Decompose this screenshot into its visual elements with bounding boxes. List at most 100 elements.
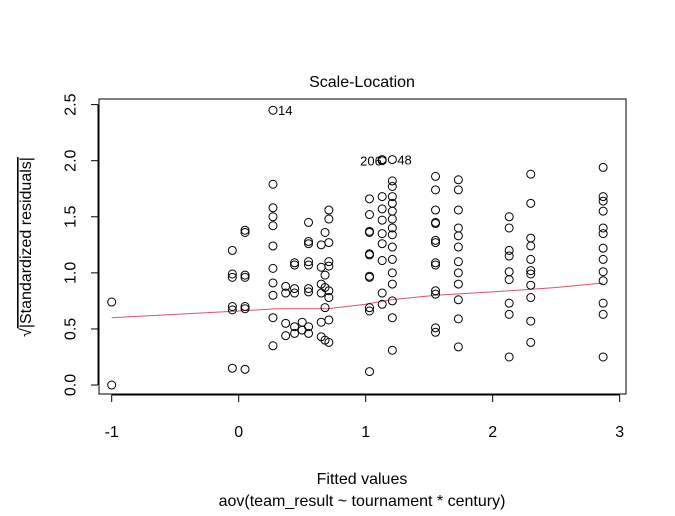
outlier-label: 206 [360, 154, 382, 169]
data-point [598, 196, 608, 206]
data-point [107, 380, 117, 390]
data-point [240, 272, 250, 282]
data-point [227, 272, 237, 282]
data-point [504, 275, 514, 285]
data-point [526, 269, 536, 279]
data-point [320, 270, 330, 280]
data-point [364, 250, 374, 260]
data-point [453, 185, 463, 195]
data-point [377, 204, 387, 214]
data-point [453, 279, 463, 289]
outlier-label: 48 [397, 153, 411, 168]
x-tick-label: -1 [105, 424, 119, 441]
data-point [526, 254, 536, 264]
y-tick-label: 0.0 [63, 374, 80, 396]
sqrt-radical: √ [18, 328, 35, 337]
y-axis-label-text: |Standardized residuals| [18, 157, 35, 328]
data-point [324, 261, 334, 271]
data-point [324, 293, 334, 303]
data-point [240, 304, 250, 314]
plot-frame [98, 98, 627, 395]
data-point [453, 342, 463, 352]
data-point [324, 238, 334, 248]
data-point [324, 257, 334, 267]
data-point [387, 192, 397, 202]
data-point [304, 322, 314, 332]
chart-title: Scale-Location [309, 74, 415, 91]
data-point [431, 185, 441, 195]
data-point [377, 299, 387, 309]
data-point [598, 229, 608, 239]
data-point [268, 105, 278, 115]
data-point [453, 257, 463, 267]
data-point [387, 214, 397, 224]
data-point [387, 223, 397, 233]
y-tick-label: 1.5 [63, 206, 80, 228]
data-point [364, 306, 374, 316]
data-point [324, 214, 334, 224]
data-point [431, 286, 441, 296]
data-point [227, 269, 237, 279]
data-point [598, 276, 608, 286]
data-point [324, 286, 334, 296]
data-point [598, 352, 608, 362]
data-point [281, 331, 291, 341]
data-point [304, 257, 314, 267]
data-point [431, 238, 441, 248]
data-point [387, 345, 397, 355]
data-point [364, 367, 374, 377]
data-point [526, 169, 536, 179]
x-tick-label: 0 [234, 424, 243, 441]
data-point [504, 352, 514, 362]
data-point [387, 155, 397, 165]
data-point [268, 290, 278, 300]
data-point [290, 328, 300, 338]
data-point [453, 175, 463, 185]
data-point [598, 162, 608, 172]
loess-smooth-line [111, 282, 604, 319]
data-point [268, 278, 278, 288]
data-point [377, 239, 387, 249]
data-point [598, 223, 608, 233]
data-point [431, 327, 441, 337]
data-point [598, 309, 608, 319]
data-point [387, 181, 397, 191]
data-point [240, 227, 250, 237]
data-point [431, 289, 441, 299]
data-point [268, 179, 278, 189]
data-point [290, 288, 300, 298]
data-point [268, 212, 278, 222]
data-point [364, 303, 374, 313]
data-point [240, 364, 250, 374]
data-point [227, 305, 237, 315]
data-point [526, 241, 536, 251]
data-point [290, 322, 300, 332]
data-point [107, 297, 117, 307]
data-point [598, 267, 608, 277]
data-point [387, 268, 397, 278]
data-point [504, 223, 514, 233]
data-point [304, 287, 314, 297]
data-point [320, 227, 330, 237]
data-point [304, 260, 314, 270]
y-tick-label: 2.5 [63, 93, 80, 115]
x-axis: -1 0 1 2 3 [105, 394, 624, 441]
data-point [431, 235, 441, 245]
data-point [268, 313, 278, 323]
svg-text:√|Standardized residuals|: √|Standardized residuals| [18, 157, 35, 337]
y-tick-label: 1.0 [63, 262, 80, 284]
data-point [453, 314, 463, 324]
data-point [526, 266, 536, 276]
data-point [598, 254, 608, 264]
y-tick-label: 2.0 [63, 149, 80, 171]
outlier-labels: 14 206 48 [278, 103, 412, 168]
data-point [453, 205, 463, 215]
data-point [453, 268, 463, 278]
data-point [281, 281, 291, 291]
data-point [377, 256, 387, 266]
data-point [304, 217, 314, 227]
data-point [387, 230, 397, 240]
data-point [526, 198, 536, 208]
